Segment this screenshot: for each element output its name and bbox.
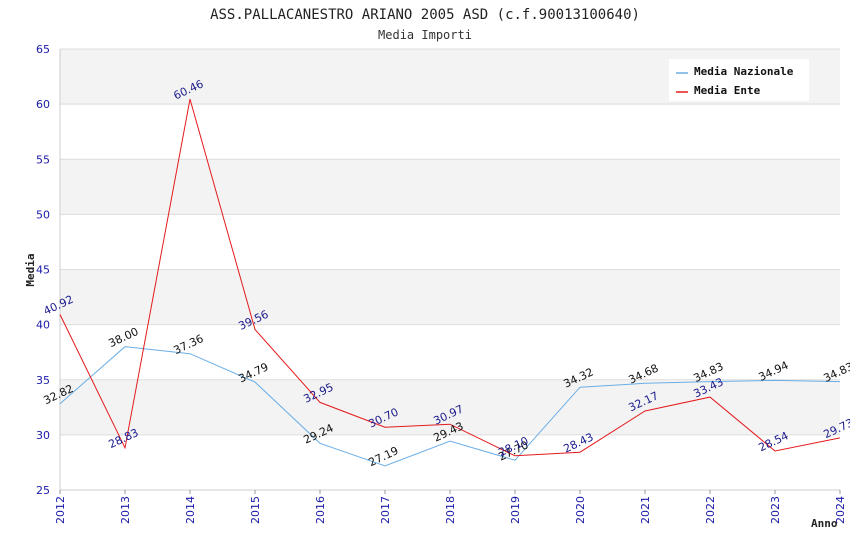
y-tick-label: 25 [36, 484, 50, 497]
y-tick-label: 35 [36, 374, 50, 387]
x-tick-label: 2015 [249, 496, 262, 524]
series-line-media-nazionale [59, 346, 841, 467]
y-tick-label: 50 [36, 208, 50, 221]
y-axis-label: Media [24, 253, 37, 286]
y-tick-label: 40 [36, 319, 50, 332]
plot-band [60, 159, 840, 215]
x-tick-label: 2018 [444, 496, 457, 524]
series-line-media-ente [59, 98, 841, 457]
chart-subtitle: Media Importi [378, 28, 472, 42]
legend: Media Nazionale Media Ente [669, 59, 809, 101]
x-tick-label: 2012 [54, 496, 67, 524]
legend-label-media-nazionale: Media Nazionale [694, 65, 794, 78]
x-tick-label: 2013 [119, 496, 132, 524]
x-axis-ticks: 2012 2013 2014 2015 2016 2017 2018 2019 2020 2021… [54, 490, 847, 524]
y-tick-label: 30 [36, 429, 50, 442]
x-axis-label: Anno [811, 517, 838, 530]
x-tick-label: 2019 [509, 496, 522, 524]
plot-band [60, 434, 840, 490]
x-tick-label: 2020 [574, 496, 587, 524]
plot-band [60, 379, 840, 435]
x-tick-label: 2016 [314, 496, 327, 524]
legend-label-media-ente: Media Ente [694, 84, 761, 97]
plot-band [60, 214, 840, 270]
plot-band [60, 324, 840, 380]
y-axis-ticks: 25 30 35 40 45 50 55 60 65 [36, 43, 50, 497]
y-tick-label: 65 [36, 43, 50, 56]
plot-band [60, 104, 840, 160]
x-tick-label: 2023 [769, 496, 782, 524]
plot-band [60, 269, 840, 325]
y-tick-label: 55 [36, 153, 50, 166]
x-tick-label: 2014 [184, 496, 197, 524]
x-tick-label: 2022 [704, 496, 717, 524]
x-tick-label: 2021 [639, 496, 652, 524]
chart-title: ASS.PALLACANESTRO ARIANO 2005 ASD (c.f.9… [210, 7, 640, 23]
series-lines [59, 98, 841, 467]
legend-box [669, 59, 809, 101]
y-tick-label: 60 [36, 98, 50, 111]
x-tick-label: 2017 [379, 496, 392, 524]
y-tick-label: 45 [36, 264, 50, 277]
plot-bands [60, 49, 840, 490]
x-tick-label: 2024 [834, 496, 847, 524]
